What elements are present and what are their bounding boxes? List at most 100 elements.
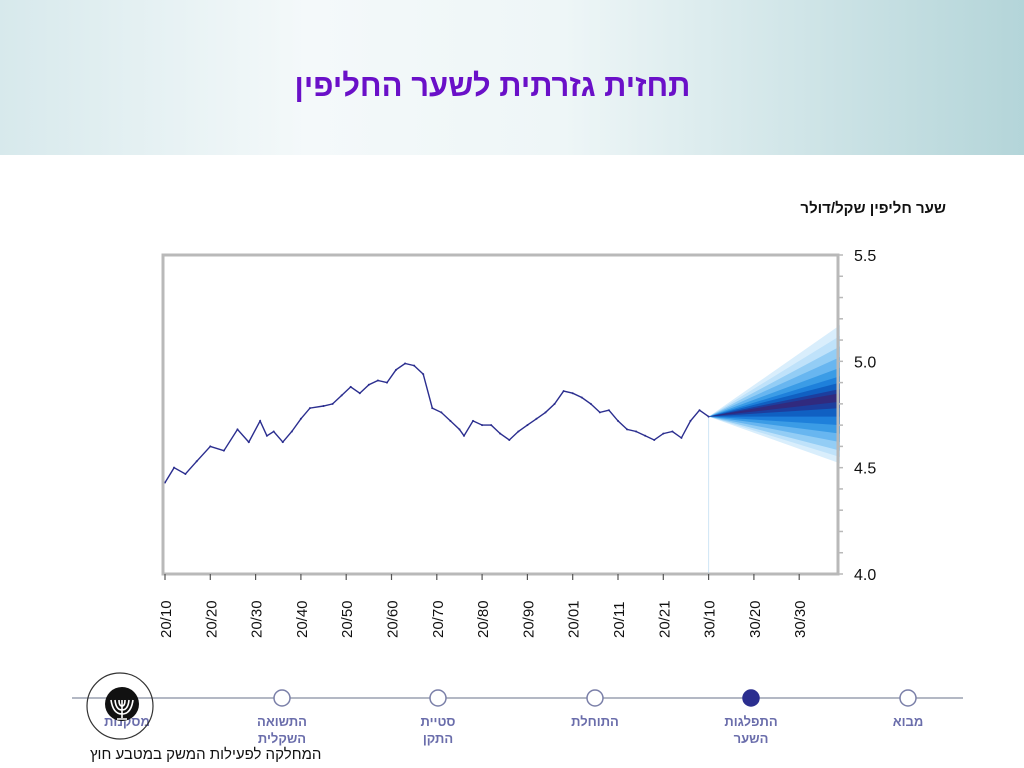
nav-item-3[interactable]: התוחלת — [571, 689, 619, 729]
nav-node — [899, 689, 917, 707]
nav-node — [273, 689, 291, 707]
data-point — [458, 428, 461, 431]
x-tick-label: 20/90 — [520, 600, 537, 638]
x-tick-label: 20/20 — [203, 600, 220, 638]
data-point — [422, 373, 425, 376]
x-tick-label: 20/60 — [385, 600, 402, 638]
data-point — [236, 428, 239, 431]
data-point — [449, 419, 452, 422]
data-point — [299, 417, 302, 420]
x-tick-label: 20/01 — [566, 600, 583, 638]
x-tick-label: 20/70 — [430, 600, 447, 638]
y-tick-label: 4.0 — [854, 567, 876, 584]
data-point — [308, 407, 311, 410]
data-point — [404, 362, 407, 365]
data-point — [689, 419, 692, 422]
plot-frame — [161, 253, 840, 576]
data-point — [635, 430, 638, 433]
fan-band — [708, 393, 840, 417]
nav-item-label: התשואה — [257, 714, 307, 729]
x-tick-label: 20/30 — [249, 600, 266, 638]
data-point — [662, 432, 665, 435]
header-band — [0, 0, 1024, 155]
data-point — [698, 409, 701, 412]
bank-of-israel-logo — [86, 672, 154, 740]
x-tick-label: 30/20 — [747, 600, 764, 638]
nav-item-1[interactable]: מבוא — [893, 689, 924, 729]
data-point — [290, 430, 293, 433]
data-point — [571, 392, 574, 395]
nav-item-label: התוחלת — [571, 714, 619, 729]
x-tick-label: 30/10 — [702, 600, 719, 638]
data-point — [395, 368, 398, 371]
nav-item-2[interactable]: התפלגות השער — [724, 689, 778, 746]
data-point — [173, 466, 176, 469]
nav-item-label: התקן — [423, 731, 453, 746]
data-point — [259, 419, 262, 422]
footer-department: המחלקה לפעילות המשק במטבע חוץ — [90, 746, 322, 763]
nav-item-5[interactable]: התשואה השקלית — [257, 689, 307, 746]
fan-band — [708, 388, 840, 417]
data-point — [349, 385, 352, 388]
x-tick-label: 20/11 — [611, 602, 628, 638]
data-point — [580, 396, 583, 399]
data-point — [472, 419, 475, 422]
data-point — [322, 404, 325, 407]
x-tick-label: 20/21 — [656, 600, 673, 638]
data-point — [617, 419, 619, 422]
nav-item-label: התפלגות — [724, 714, 777, 729]
data-point — [385, 381, 388, 384]
series-line — [164, 362, 710, 483]
data-point — [680, 436, 683, 439]
data-point — [671, 430, 674, 433]
data-point — [265, 434, 268, 437]
y-tick-label: 5.0 — [854, 354, 876, 371]
data-point — [367, 383, 370, 386]
data-point — [508, 439, 511, 442]
data-point — [222, 449, 225, 452]
data-point — [607, 409, 610, 412]
data-point — [331, 402, 334, 405]
x-tick-label: 30/30 — [792, 600, 809, 638]
nav-item-label: מבוא — [893, 714, 924, 729]
nav-node — [429, 689, 447, 707]
data-point — [490, 424, 493, 427]
y-tick-label: 4.5 — [854, 461, 876, 478]
y-axis-title: שער חליפין שקל/דולר — [800, 200, 946, 217]
data-point — [553, 402, 556, 405]
nav-item-label: השקלית — [258, 731, 306, 746]
data-point — [184, 473, 187, 476]
nav-item-4[interactable]: סטיית התקן — [421, 689, 456, 746]
data-point — [626, 428, 629, 431]
menorah-icon — [110, 699, 134, 720]
data-point — [358, 392, 361, 395]
data-point — [517, 430, 520, 433]
nav-node — [586, 689, 604, 707]
nav-item-label: סטיית — [421, 714, 456, 729]
y-tick-label: 5.5 — [854, 248, 876, 265]
data-point — [707, 415, 710, 418]
data-point — [195, 460, 198, 463]
x-tick-label: 20/40 — [294, 600, 311, 638]
nav-node — [742, 689, 760, 707]
nav-item-label: השער — [734, 731, 769, 746]
logo-ring — [86, 672, 154, 740]
data-point — [653, 439, 656, 442]
x-tick-label: 20/50 — [339, 600, 356, 638]
data-point — [272, 430, 275, 433]
data-point — [431, 407, 434, 410]
data-point — [535, 417, 538, 420]
page-title: תחזית גזרתית לשער החליפין — [294, 68, 691, 103]
data-point — [247, 441, 250, 444]
data-point — [462, 434, 465, 437]
data-point — [376, 379, 379, 382]
data-point — [562, 390, 565, 393]
data-point — [209, 445, 212, 448]
data-point — [440, 411, 443, 414]
data-point — [340, 394, 343, 397]
data-point — [644, 434, 647, 437]
data-point — [499, 432, 502, 435]
data-point — [481, 424, 484, 427]
data-point — [526, 424, 529, 427]
